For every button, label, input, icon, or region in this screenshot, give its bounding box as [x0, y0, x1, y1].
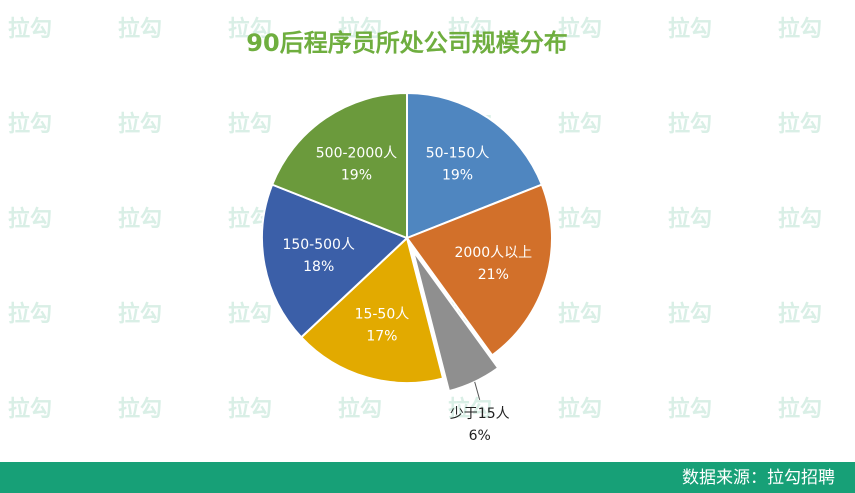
- watermark: 拉勾: [778, 301, 822, 327]
- watermark: 拉勾: [228, 301, 272, 327]
- data-label-category: 少于15人: [450, 406, 510, 422]
- watermark: 拉勾: [338, 16, 382, 42]
- chart-title: 90后程序员所处公司规模分布: [246, 29, 567, 57]
- watermark: 拉勾: [8, 16, 52, 42]
- data-label-category: 50-150人: [426, 146, 490, 162]
- data-label-value: 18%: [303, 259, 334, 275]
- watermark: 拉勾: [668, 396, 712, 422]
- watermark: 拉勾: [778, 111, 822, 137]
- watermark: 拉勾: [8, 301, 52, 327]
- pie-slice: [270, 91, 408, 240]
- watermark: 拉勾: [778, 206, 822, 232]
- watermark: 拉勾: [448, 16, 492, 42]
- watermark: 拉勾: [668, 111, 712, 137]
- watermark: 拉勾: [668, 16, 712, 42]
- watermark: 拉勾: [778, 396, 822, 422]
- watermark: 拉勾: [118, 16, 162, 42]
- source: 数据来源：拉勾招聘: [682, 468, 835, 488]
- data-label-category: 500-2000人: [316, 146, 397, 162]
- watermark: 拉勾: [338, 396, 382, 422]
- watermark: 拉勾: [228, 111, 272, 137]
- watermark: 拉勾: [118, 111, 162, 137]
- data-label-value: 21%: [478, 267, 509, 283]
- watermark: 拉勾: [8, 111, 52, 137]
- pie-slice: [261, 183, 409, 339]
- data-label-value: 6%: [469, 428, 491, 444]
- watermark: 拉勾: [778, 16, 822, 42]
- data-label-category: 150-500人: [282, 237, 355, 253]
- data-label-category: 2000人以上: [455, 245, 533, 261]
- watermark: 拉勾: [118, 301, 162, 327]
- data-label-value: 17%: [366, 328, 397, 344]
- watermark: 拉勾: [228, 16, 272, 42]
- pie-slice: [405, 183, 553, 357]
- watermark: 拉勾: [118, 396, 162, 422]
- watermark: 拉勾: [558, 301, 602, 327]
- watermark: 拉勾: [558, 16, 602, 42]
- watermark: 拉勾: [8, 206, 52, 232]
- watermark: 拉勾: [558, 396, 602, 422]
- pie: 50-150人 19% 2000人以上 21% 少于15人 6% 15-50人 17% 150-…: [261, 91, 553, 444]
- watermark: 拉勾: [558, 206, 602, 232]
- pie-slice: [299, 236, 445, 384]
- watermark: 拉勾: [8, 396, 52, 422]
- pie-slice: [411, 250, 500, 393]
- data-label-value: 19%: [341, 168, 372, 184]
- watermark: 拉勾: [448, 396, 492, 422]
- data-label-value: 19%: [442, 168, 473, 184]
- watermark: 拉勾: [228, 396, 272, 422]
- data-label-category: 15-50人: [355, 306, 410, 322]
- footer-bar: [0, 462, 855, 493]
- pie-slice: [406, 91, 544, 240]
- watermark: 拉勾: [668, 206, 712, 232]
- watermark: 拉勾: [668, 301, 712, 327]
- leader-line: [474, 381, 481, 401]
- watermark: 拉勾: [558, 111, 602, 137]
- watermark: 拉勾: [118, 206, 162, 232]
